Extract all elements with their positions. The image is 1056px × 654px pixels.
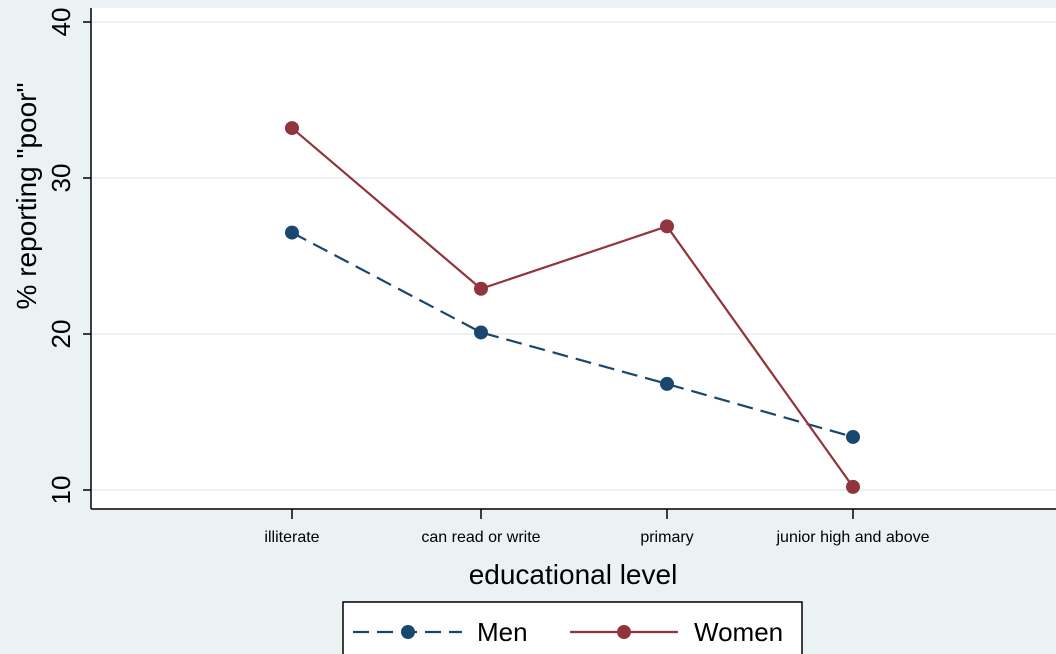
grid-lines (91, 21, 1056, 491)
y-tick-label: 10 (46, 476, 76, 505)
data-point-men (285, 225, 299, 240)
data-point-men (660, 376, 674, 391)
x-axis-title: educational level (469, 559, 678, 590)
y-tick-label: 40 (46, 8, 76, 37)
data-point-women (474, 281, 488, 296)
y-axis-title: % reporting "poor" (11, 83, 42, 310)
legend-label-women: Women (694, 617, 783, 647)
data-point-men (474, 325, 488, 340)
y-tick-label: 30 (46, 164, 76, 193)
legend: Men Women (342, 601, 803, 654)
x-tick-label: can read or write (421, 529, 540, 546)
legend-box (342, 601, 803, 654)
data-point-women (285, 121, 299, 136)
x-axis: illiterate can read or write primary junior… (91, 508, 1056, 546)
y-axis: 10 20 30 40 (46, 8, 92, 509)
data-point-men (846, 429, 860, 444)
legend-label-men: Men (477, 617, 528, 647)
series-line-men (291, 231, 854, 439)
data-point-women (846, 479, 860, 494)
x-tick-label: illiterate (264, 529, 319, 546)
series-group (285, 121, 860, 494)
series-line-women (291, 127, 854, 488)
x-tick-label: junior high and above (775, 529, 929, 546)
data-point-women (660, 219, 674, 234)
x-tick-label: primary (640, 529, 693, 546)
y-tick-label: 20 (46, 320, 76, 349)
legend-marker-men (401, 625, 415, 639)
legend-marker-women (617, 625, 631, 639)
